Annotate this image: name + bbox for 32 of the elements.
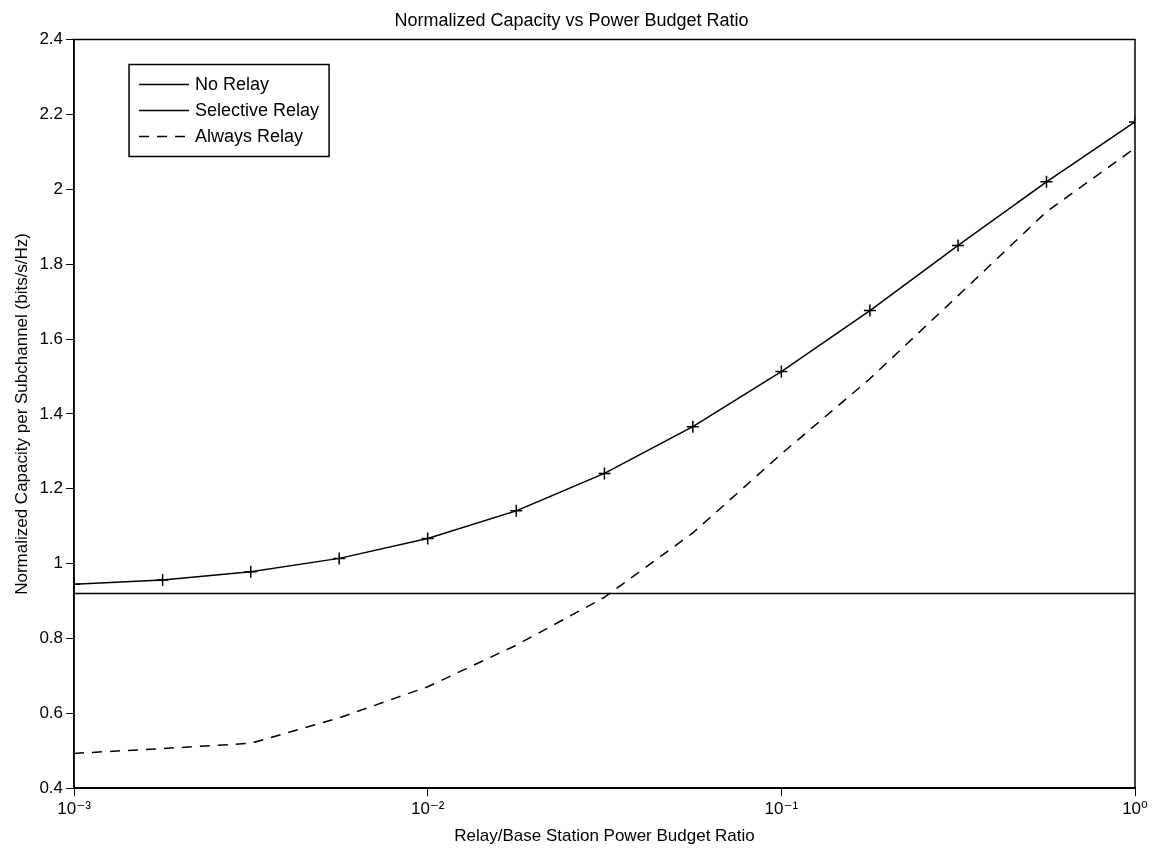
- x-tick-label: 10⁻³: [57, 799, 92, 819]
- x-tick-label: 10⁻¹: [764, 799, 799, 819]
- y-tick-label: 0.6: [39, 703, 64, 723]
- point: [774, 364, 789, 379]
- x-tick-label: 10⁻²: [410, 799, 445, 819]
- point: [686, 419, 700, 434]
- x-tick-label: 10⁰: [1122, 799, 1149, 819]
- point: [509, 504, 523, 518]
- y-tick-label: 1: [53, 553, 64, 573]
- chart-title: Normalized Capacity vs Power Budget Ratio: [394, 9, 749, 30]
- y-axis-title: Normalized Capacity per Subchannel (bits/s/Hz): [11, 232, 31, 595]
- y-tick-label: 1.2: [39, 478, 64, 498]
- y-tick-label: 1.8: [39, 253, 64, 273]
- point: [597, 466, 612, 481]
- y-tick-label: 0.4: [39, 777, 64, 797]
- y-tick-label: 1.4: [39, 403, 64, 423]
- y-tick-label: 2.2: [39, 104, 64, 124]
- y-tick-label: 2: [53, 179, 64, 199]
- point: [332, 551, 346, 566]
- point: [244, 565, 258, 579]
- point: [951, 238, 965, 253]
- legend-label: No Relay: [195, 73, 270, 94]
- point: [420, 531, 435, 546]
- point: [1039, 175, 1054, 189]
- y-tick-label: 1.6: [39, 328, 64, 348]
- point: [155, 573, 170, 587]
- legend-label: Always Relay: [195, 125, 304, 146]
- y-tick-label: 0.8: [39, 628, 64, 648]
- point: [863, 303, 877, 318]
- x-axis-title: Relay/Base Station Power Budget Ratio: [454, 826, 755, 846]
- y-tick-label: 2.4: [39, 29, 64, 49]
- legend-label: Selective Relay: [195, 99, 320, 120]
